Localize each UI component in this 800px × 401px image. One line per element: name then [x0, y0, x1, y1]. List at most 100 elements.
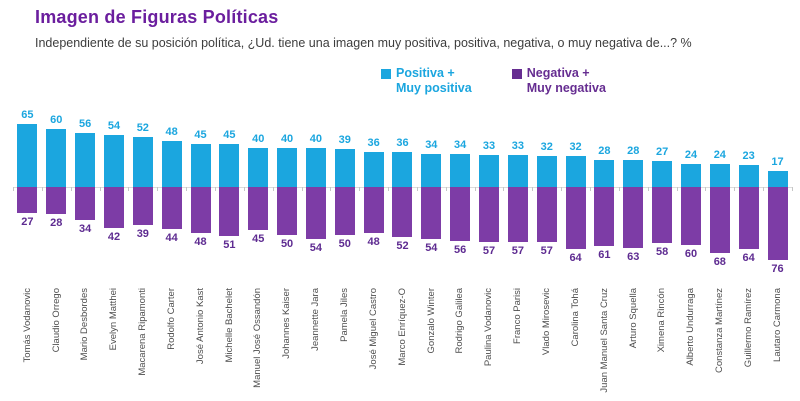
category-label: Arturo Squella	[619, 288, 648, 401]
negative-value-label: 44	[165, 232, 178, 245]
legend-item-negative: Negativa + Muy negativa	[511, 66, 606, 96]
axis-tick	[590, 187, 591, 191]
axis-tick	[676, 187, 678, 191]
negative-bar	[305, 187, 326, 240]
category-label-text: Rodrigo Galilea	[454, 288, 466, 354]
negative-bar	[248, 187, 269, 231]
negative-value-label: 57	[511, 245, 524, 257]
negative-value-label: 42	[107, 230, 121, 243]
positive-bar	[363, 152, 384, 187]
negative-value-label: 64	[742, 251, 755, 264]
category-label: Macarena Ripamonti	[128, 288, 157, 401]
negative-bar	[594, 187, 615, 246]
category-label-text: Macarena Ripamonti	[137, 288, 149, 376]
negative-bar	[421, 187, 442, 240]
positive-value-label: 40	[252, 133, 265, 146]
negative-bar	[75, 187, 96, 220]
negative-value-label: 54	[425, 242, 438, 255]
legend-positive-line1: Positiva +	[396, 66, 455, 80]
negative-bar	[479, 187, 500, 242]
positive-bar	[305, 148, 326, 187]
category-label-text: Pamela Jiles	[339, 288, 351, 342]
category-label-text: Vlado Mirosevic	[540, 288, 552, 356]
positive-bar	[536, 156, 557, 187]
positive-bar	[421, 154, 442, 187]
positive-value-label: 24	[684, 148, 698, 161]
category-label: Gonzalo Winter	[417, 288, 446, 401]
positive-swatch-icon	[381, 69, 391, 79]
axis-tick	[330, 187, 332, 191]
positive-value-label: 33	[482, 140, 496, 153]
category-label-text: Juan Manuel Santa Cruz	[598, 288, 610, 393]
negative-bar	[767, 187, 788, 261]
negative-bar	[738, 187, 759, 249]
axis-tick	[416, 187, 418, 191]
axis-tick	[214, 187, 216, 191]
category-label: Rodrigo Galilea	[446, 288, 475, 401]
axis-tick	[763, 187, 765, 191]
category-label-text: Claudio Orrego	[50, 288, 62, 353]
axis-tick	[359, 187, 361, 191]
negative-value-label: 50	[280, 238, 294, 251]
negative-value-label: 27	[21, 216, 34, 229]
negative-bar	[46, 187, 67, 215]
positive-value-label: 52	[136, 121, 149, 134]
category-label-text: Paulina Vodanovic	[483, 288, 495, 367]
negative-value-label: 63	[627, 250, 640, 263]
positive-value-label: 48	[165, 125, 178, 138]
positive-bar	[46, 129, 67, 187]
negative-value-label: 28	[50, 217, 63, 230]
negative-bar	[219, 187, 240, 237]
positive-bar	[190, 143, 211, 187]
positive-bar	[219, 143, 240, 187]
positive-value-label: 45	[194, 128, 207, 141]
page-title: Imagen de Figuras Políticas	[35, 7, 279, 27]
axis-tick	[301, 187, 303, 191]
negative-value-label: 34	[78, 222, 92, 235]
category-label-text: Michelle Bachelet	[223, 288, 235, 363]
positive-value-label: 56	[78, 117, 92, 130]
positive-bar	[334, 149, 355, 187]
positive-bar	[767, 170, 788, 187]
category-label-text: Tomás Vodanovic	[21, 288, 33, 363]
negative-bar	[680, 187, 701, 245]
positive-value-label: 45	[223, 128, 236, 141]
negative-bar	[277, 187, 298, 236]
axis-tick	[705, 187, 707, 191]
negative-value-label: 58	[655, 245, 669, 258]
category-label: Paulina Vodanovic	[475, 288, 504, 401]
category-label-text: Mario Desbordes	[79, 288, 91, 361]
positive-value-label: 34	[425, 139, 438, 152]
axis-tick	[791, 187, 793, 191]
legend-positive-label: Positiva + Muy positiva	[396, 66, 472, 96]
category-label: Claudio Orrego	[42, 288, 71, 401]
positive-value-label: 27	[655, 145, 669, 158]
negative-bar	[363, 187, 384, 234]
negative-bar	[334, 187, 355, 236]
category-label: Franco Parisi	[503, 288, 532, 401]
category-label-text: Evelyn Matthei	[108, 288, 120, 351]
negative-value-label: 52	[396, 240, 409, 253]
positive-value-label: 36	[367, 137, 380, 150]
category-label: Guillermo Ramírez	[734, 288, 763, 401]
negative-bar	[132, 187, 153, 225]
axis-tick	[388, 187, 390, 191]
positive-bar	[392, 152, 413, 187]
legend: Positiva + Muy positiva Negativa + Muy n…	[381, 66, 606, 96]
category-label-text: Lautaro Carmona	[771, 288, 783, 362]
negative-bar	[565, 187, 586, 249]
negative-value-label: 68	[713, 255, 726, 268]
category-label-text: Marco Enríquez-O	[396, 288, 408, 366]
negative-value-label: 39	[136, 227, 149, 240]
legend-negative-line1: Negativa +	[526, 66, 590, 80]
positive-bar	[680, 163, 701, 187]
negative-swatch-icon	[511, 69, 522, 79]
category-label: José Miguel Castro	[359, 288, 388, 401]
negative-value-label: 64	[569, 251, 582, 264]
positive-value-label: 65	[21, 109, 34, 122]
chart-subtitle: Independiente de su posición política, ¿…	[35, 36, 692, 50]
positive-bar	[479, 155, 500, 187]
category-label-text: Guillermo Ramírez	[742, 288, 754, 368]
category-label-text: Ximena Rincón	[656, 288, 668, 353]
